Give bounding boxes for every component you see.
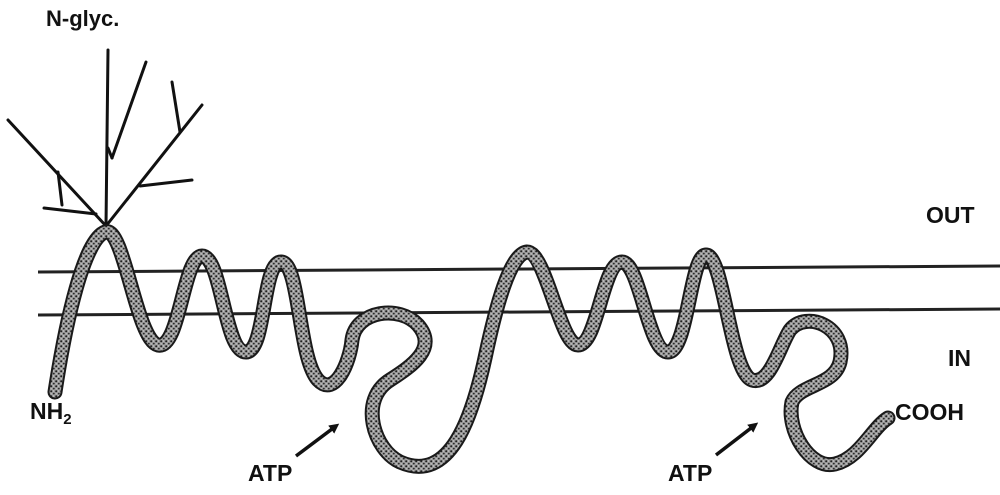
n-terminus-text: NH — [30, 398, 64, 424]
c-terminus-label: COOH — [895, 399, 964, 425]
atp-arrow-icon-2 — [714, 422, 759, 457]
atp-binding-label-1: ATP — [248, 460, 293, 486]
n-terminus-subscript: 2 — [63, 411, 72, 428]
n-glycosylation-label: N-glyc. — [46, 6, 120, 31]
atp-arrow-icon-1 — [294, 423, 340, 458]
outside-label: OUT — [926, 202, 975, 228]
glycan-tree-icon — [6, 48, 204, 228]
polypeptide-chain — [49, 226, 894, 472]
membrane-inner-line — [37, 307, 1000, 317]
n-terminus-label: NH2 — [30, 398, 72, 428]
inside-label: IN — [948, 345, 971, 371]
atp-binding-label-2: ATP — [668, 460, 713, 486]
